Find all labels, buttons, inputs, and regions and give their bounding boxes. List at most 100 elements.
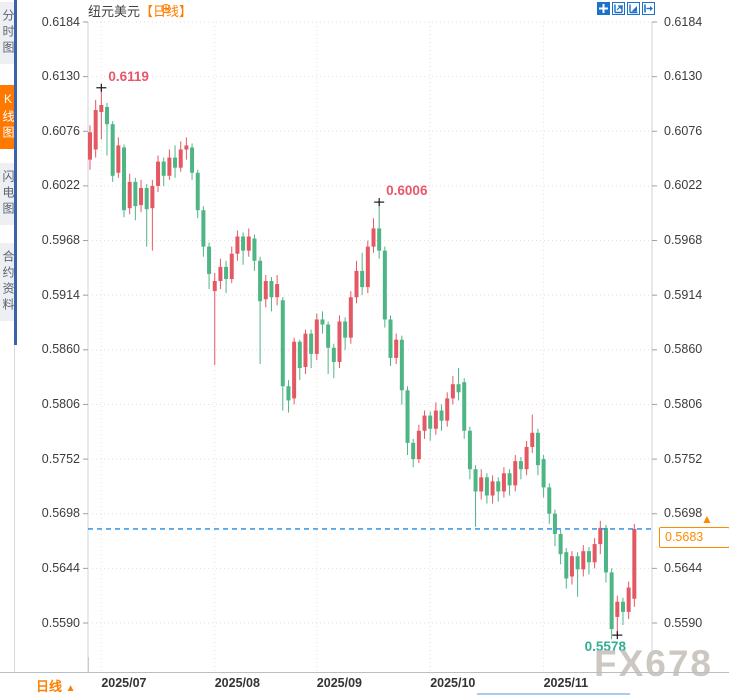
candle[interactable]: [507, 473, 512, 486]
candle[interactable]: [586, 551, 591, 563]
candle[interactable]: [416, 430, 421, 460]
candle[interactable]: [360, 270, 365, 288]
candle[interactable]: [377, 228, 382, 251]
horizontal-scrollbar[interactable]: [477, 693, 630, 695]
candle[interactable]: [484, 477, 489, 496]
candle[interactable]: [122, 147, 127, 211]
candle[interactable]: [133, 181, 138, 207]
candle[interactable]: [173, 157, 178, 168]
candle[interactable]: [161, 161, 166, 176]
candle[interactable]: [581, 551, 586, 570]
candle[interactable]: [354, 270, 359, 298]
candle[interactable]: [348, 297, 353, 338]
candle[interactable]: [297, 341, 302, 369]
candle[interactable]: [439, 410, 444, 421]
candle[interactable]: [229, 253, 234, 279]
candle[interactable]: [195, 172, 200, 211]
candle[interactable]: [501, 473, 506, 492]
candle[interactable]: [184, 145, 189, 150]
candle[interactable]: [558, 533, 563, 555]
candle[interactable]: [110, 124, 115, 176]
candle[interactable]: [280, 300, 285, 387]
period-selector[interactable]: 日线 ▲: [36, 679, 76, 694]
candle[interactable]: [535, 432, 540, 466]
candle[interactable]: [394, 339, 399, 358]
candle[interactable]: [405, 390, 410, 443]
candle[interactable]: [150, 185, 155, 209]
candle[interactable]: [190, 147, 195, 173]
candle[interactable]: [564, 552, 569, 579]
candle[interactable]: [524, 446, 529, 470]
sidebar-tab-lightning-chart[interactable]: 闪电图: [0, 163, 15, 225]
candle[interactable]: [144, 187, 149, 210]
candle[interactable]: [433, 410, 438, 429]
candle[interactable]: [246, 236, 251, 251]
candle[interactable]: [314, 319, 319, 354]
candle[interactable]: [518, 461, 523, 470]
candle[interactable]: [382, 250, 387, 320]
candle[interactable]: [365, 246, 370, 288]
candle[interactable]: [547, 487, 552, 514]
candle[interactable]: [422, 415, 427, 431]
candle[interactable]: [139, 187, 144, 206]
sidebar-tab-kline-chart[interactable]: K线图: [0, 85, 15, 149]
candle[interactable]: [303, 333, 308, 368]
candle[interactable]: [105, 106, 110, 125]
candle[interactable]: [326, 324, 331, 348]
candle[interactable]: [263, 281, 268, 300]
sidebar-tab-time-chart[interactable]: 分时图: [0, 2, 15, 64]
candle[interactable]: [252, 238, 257, 261]
candle[interactable]: [167, 157, 172, 176]
candle[interactable]: [615, 601, 620, 617]
candle[interactable]: [371, 228, 376, 247]
candle[interactable]: [496, 481, 501, 492]
candle[interactable]: [592, 544, 597, 563]
candle[interactable]: [626, 587, 631, 612]
candle[interactable]: [462, 382, 467, 431]
pan-right-icon[interactable]: [642, 2, 655, 15]
candle[interactable]: [178, 149, 183, 168]
candle[interactable]: [473, 469, 478, 492]
candle[interactable]: [235, 236, 240, 254]
candle[interactable]: [632, 528, 637, 599]
candle[interactable]: [127, 181, 132, 209]
candle[interactable]: [467, 430, 472, 470]
candle[interactable]: [286, 386, 291, 401]
candle[interactable]: [320, 319, 325, 325]
candle[interactable]: [269, 281, 274, 298]
candle[interactable]: [337, 321, 342, 362]
candle[interactable]: [399, 339, 404, 391]
candle[interactable]: [292, 341, 297, 399]
candle[interactable]: [530, 432, 535, 447]
candle[interactable]: [93, 110, 98, 150]
move-crosshair-icon[interactable]: [597, 2, 610, 15]
candle[interactable]: [490, 481, 495, 496]
candle[interactable]: [552, 513, 557, 534]
candle[interactable]: [116, 145, 121, 173]
candle[interactable]: [88, 132, 92, 160]
candle[interactable]: [450, 384, 455, 399]
candle[interactable]: [428, 415, 433, 429]
fit-vertical-icon[interactable]: [612, 2, 625, 15]
candle[interactable]: [479, 477, 484, 492]
candle[interactable]: [224, 266, 229, 279]
candle[interactable]: [411, 442, 416, 460]
candle[interactable]: [569, 556, 574, 577]
candle[interactable]: [541, 459, 546, 488]
candle[interactable]: [575, 556, 580, 570]
candle[interactable]: [207, 246, 212, 274]
candle[interactable]: [445, 398, 450, 421]
candle[interactable]: [603, 527, 608, 573]
candle[interactable]: [456, 384, 461, 393]
candle[interactable]: [218, 266, 223, 282]
candle[interactable]: [201, 210, 206, 247]
candle[interactable]: [156, 161, 161, 186]
candle[interactable]: [598, 527, 603, 545]
candle[interactable]: [620, 601, 625, 612]
candle[interactable]: [513, 461, 518, 486]
candle[interactable]: [309, 333, 314, 354]
candle[interactable]: [331, 347, 336, 362]
candle[interactable]: [212, 281, 217, 292]
fit-horizontal-icon[interactable]: [627, 2, 640, 15]
